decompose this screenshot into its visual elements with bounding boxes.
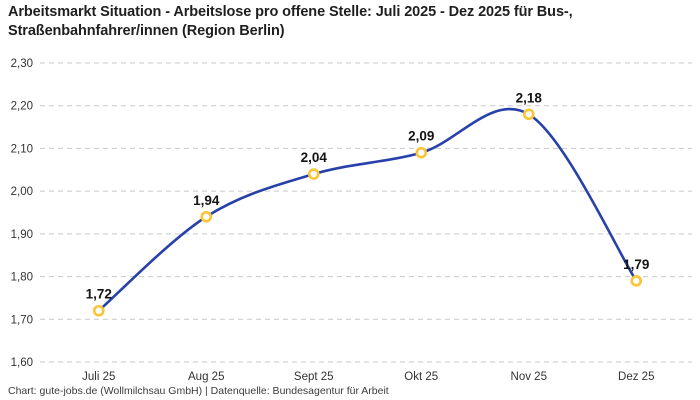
data-point-label: 2,18	[516, 90, 543, 105]
data-point-marker	[522, 108, 535, 121]
y-tick-label: 1,70	[11, 314, 33, 326]
page-title: Arbeitsmarkt Situation - Arbeitslose pro…	[8, 4, 573, 40]
x-tick-label: Nov 25	[511, 371, 547, 383]
y-tick-label: 2,30	[11, 58, 33, 70]
data-point-label: 1,79	[623, 257, 649, 272]
x-tick-label: Sept 25	[294, 371, 334, 383]
data-point-label: 2,04	[301, 150, 328, 165]
y-tick-label: 2,00	[11, 186, 33, 198]
data-point-marker	[200, 210, 213, 223]
y-tick-label: 2,20	[11, 101, 33, 113]
x-tick-label: Aug 25	[188, 371, 224, 383]
data-point-marker	[92, 304, 105, 317]
y-tick-label: 1,80	[11, 272, 33, 284]
x-tick-label: Okt 25	[404, 371, 438, 383]
y-tick-label: 1,60	[11, 357, 33, 369]
y-tick-label: 2,10	[11, 143, 33, 155]
x-tick-label: Dez 25	[618, 371, 654, 383]
x-tick-label: Juli 25	[82, 371, 115, 383]
y-tick-label: 1,90	[11, 229, 33, 241]
data-point-label: 1,94	[193, 193, 220, 208]
data-point-marker	[630, 275, 643, 287]
data-point-marker	[415, 146, 428, 159]
data-point-label: 2,09	[408, 129, 434, 144]
line-series-path	[97, 107, 638, 313]
data-point-label: 1,72	[86, 287, 112, 302]
data-point-marker	[307, 168, 320, 180]
footer-credit: Chart: gute-jobs.de (Wollmilchsau GmbH) …	[8, 385, 389, 397]
